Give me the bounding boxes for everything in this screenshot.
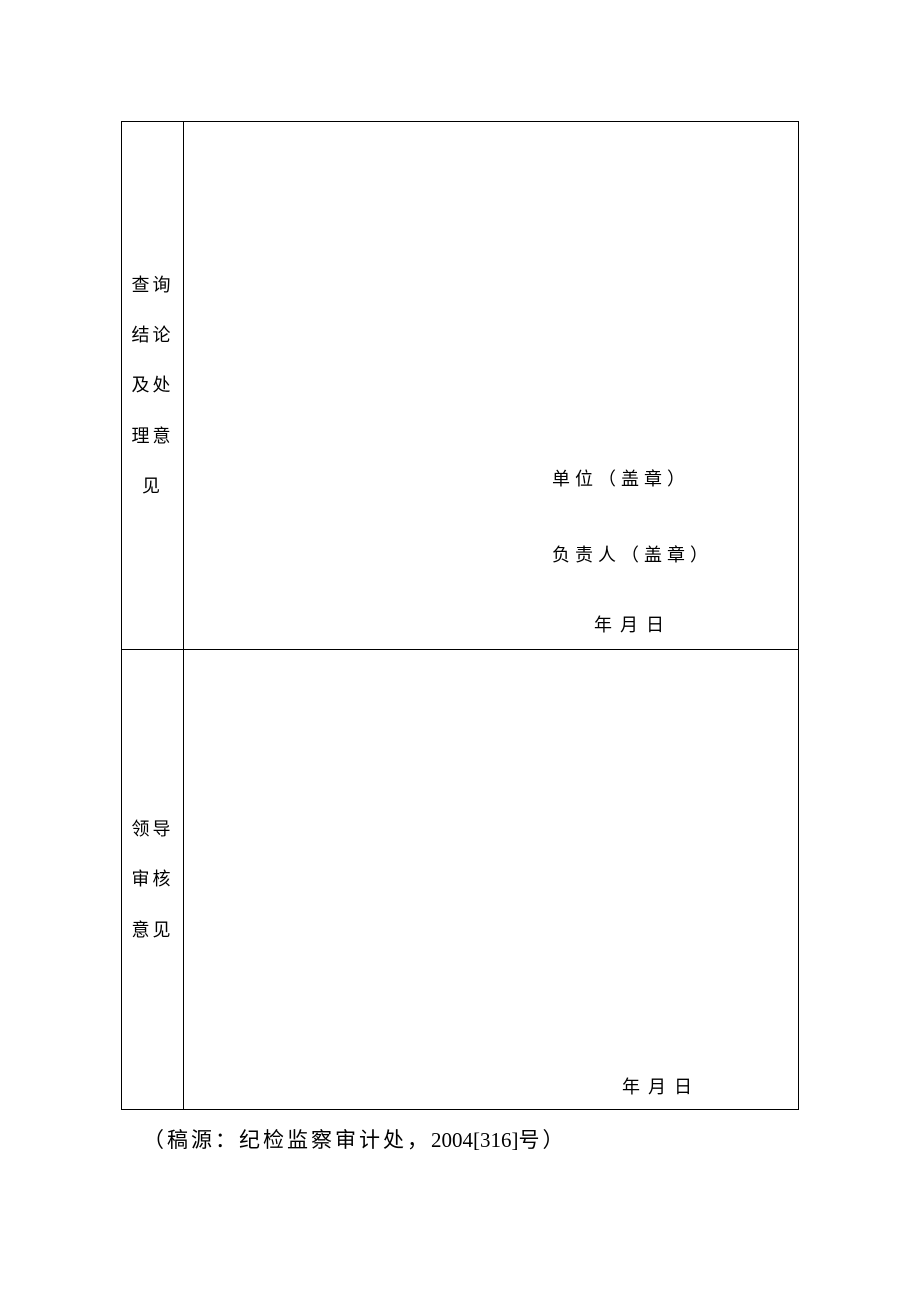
stamp-person-text: 负责人（盖章） bbox=[552, 541, 713, 567]
table-row: 查询结论及处理意见 单位（盖章） 负责人（盖章） 年月日 bbox=[122, 122, 799, 650]
table-row: 领导审核意见 年月日 bbox=[122, 650, 799, 1110]
source-prefix: （稿源：纪检监察审计处， bbox=[143, 1128, 431, 1152]
source-line: （稿源：纪检监察审计处，2004[316]号） bbox=[143, 1124, 799, 1154]
label-text: 查询结论及处理意见 bbox=[126, 260, 179, 512]
content-cell-conclusion: 单位（盖章） 负责人（盖章） 年月日 bbox=[184, 122, 799, 650]
label-cell-conclusion: 查询结论及处理意见 bbox=[122, 122, 184, 650]
date-placeholder: 年月日 bbox=[594, 611, 672, 637]
source-number: 2004[316] bbox=[431, 1128, 519, 1152]
date-placeholder: 年月日 bbox=[622, 1073, 700, 1099]
label-text: 领导审核意见 bbox=[126, 804, 179, 955]
source-suffix: 号） bbox=[519, 1128, 567, 1152]
content-cell-review: 年月日 bbox=[184, 650, 799, 1110]
form-table: 查询结论及处理意见 单位（盖章） 负责人（盖章） 年月日 领导审核意见 年月日 bbox=[121, 121, 799, 1110]
label-cell-review: 领导审核意见 bbox=[122, 650, 184, 1110]
stamp-unit-text: 单位（盖章） bbox=[552, 465, 690, 491]
page-container: 查询结论及处理意见 单位（盖章） 负责人（盖章） 年月日 领导审核意见 年月日 … bbox=[121, 121, 799, 1154]
